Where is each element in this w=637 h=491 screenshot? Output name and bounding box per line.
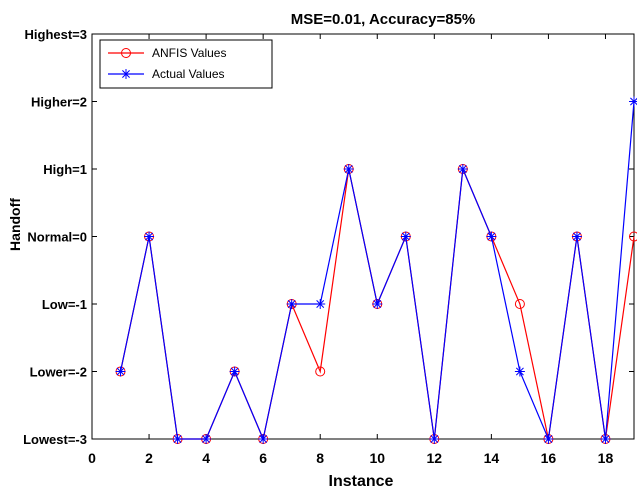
asterisk-marker xyxy=(172,434,183,444)
data-point xyxy=(486,231,497,242)
asterisk-marker xyxy=(486,231,497,242)
asterisk-stroke xyxy=(430,435,439,443)
data-point xyxy=(315,299,326,309)
asterisk-marker xyxy=(229,366,240,377)
data-point xyxy=(514,366,525,377)
asterisk-stroke xyxy=(401,232,410,241)
asterisk-stroke xyxy=(487,232,496,241)
y-tick-label: Lower=-2 xyxy=(30,365,87,380)
x-tick-label: 2 xyxy=(145,450,153,466)
asterisk-stroke xyxy=(145,232,154,241)
data-point xyxy=(115,366,126,377)
plot-area: 0 2 4 6 8 10 12 14 16 18 Lowest=-3 Lower=-2 Low=-1 No… xyxy=(23,27,637,466)
asterisk-stroke xyxy=(316,300,325,308)
asterisk-marker xyxy=(115,366,126,377)
data-point xyxy=(629,231,637,242)
y-tick-label: Highest=3 xyxy=(25,27,88,42)
x-tick-label: 12 xyxy=(427,450,443,466)
asterisk-marker xyxy=(121,69,131,79)
data-point xyxy=(400,231,411,242)
asterisk-marker xyxy=(600,434,611,444)
data-point xyxy=(201,434,212,444)
asterisk-marker xyxy=(429,434,440,444)
data-point xyxy=(144,231,155,242)
data-point xyxy=(514,299,525,309)
asterisk-stroke xyxy=(230,367,239,376)
asterisk-stroke xyxy=(544,435,553,443)
data-point xyxy=(543,434,554,444)
asterisk-stroke xyxy=(601,435,610,443)
asterisk-marker xyxy=(258,434,269,444)
asterisk-stroke xyxy=(116,367,125,376)
x-tick-label: 6 xyxy=(259,450,267,466)
asterisk-stroke xyxy=(122,70,130,78)
data-point xyxy=(258,434,269,444)
y-tick-label: Higher=2 xyxy=(31,95,87,110)
asterisk-stroke xyxy=(259,435,268,443)
asterisk-marker xyxy=(543,434,554,444)
legend-box xyxy=(99,39,273,89)
x-tick-label: 18 xyxy=(598,450,614,466)
y-tick-label: Low=-1 xyxy=(42,297,87,312)
data-point xyxy=(172,434,183,444)
circle-marker xyxy=(629,231,637,242)
asterisk-stroke xyxy=(373,300,382,308)
x-tick-label: 4 xyxy=(202,450,210,466)
y-tick-label: Lowest=-3 xyxy=(23,432,87,447)
x-tick-label: 16 xyxy=(541,450,557,466)
asterisk-stroke xyxy=(630,97,637,106)
asterisk-marker xyxy=(629,96,637,107)
asterisk-stroke xyxy=(173,435,182,443)
legend-label: Actual Values xyxy=(152,67,225,81)
data-point xyxy=(571,231,582,242)
asterisk-stroke xyxy=(202,435,211,443)
y-tick-label: High=1 xyxy=(43,162,87,177)
asterisk-marker xyxy=(400,231,411,242)
asterisk-stroke xyxy=(458,165,467,173)
asterisk-marker xyxy=(144,231,155,242)
data-point xyxy=(315,366,326,377)
asterisk-marker xyxy=(286,299,297,309)
asterisk-marker xyxy=(372,299,383,309)
x-tick-label: 14 xyxy=(484,450,500,466)
asterisk-stroke xyxy=(572,232,581,241)
asterisk-stroke xyxy=(515,367,524,376)
asterisk-marker xyxy=(343,164,354,174)
data-point xyxy=(343,164,354,174)
data-point xyxy=(600,434,611,444)
x-tick-label: 0 xyxy=(88,450,96,466)
data-point xyxy=(429,434,440,444)
data-point xyxy=(629,96,637,107)
data-point xyxy=(457,164,468,174)
x-tick-label: 10 xyxy=(369,450,385,466)
x-axis-label: Instance xyxy=(329,473,394,490)
asterisk-marker xyxy=(201,434,212,444)
y-tick-label: Normal=0 xyxy=(27,230,87,245)
data-point xyxy=(372,299,383,309)
series-line-2 xyxy=(119,101,635,442)
circle-marker xyxy=(315,366,326,377)
asterisk-marker xyxy=(571,231,582,242)
x-tick-label: 8 xyxy=(316,450,324,466)
legend: ANFIS Values Actual Values xyxy=(99,39,273,89)
asterisk-marker xyxy=(315,299,326,309)
data-point xyxy=(229,366,240,377)
asterisk-stroke xyxy=(344,165,353,173)
asterisk-stroke xyxy=(287,300,296,308)
data-point xyxy=(286,299,297,309)
y-axis-label: Handoff xyxy=(7,198,23,251)
asterisk-marker xyxy=(457,164,468,174)
chart-title: MSE=0.01, Accuracy=85% xyxy=(291,11,476,28)
circle-marker xyxy=(121,48,131,58)
circle-marker xyxy=(514,299,525,309)
asterisk-marker xyxy=(514,366,525,377)
legend-label: ANFIS Values xyxy=(152,46,226,60)
